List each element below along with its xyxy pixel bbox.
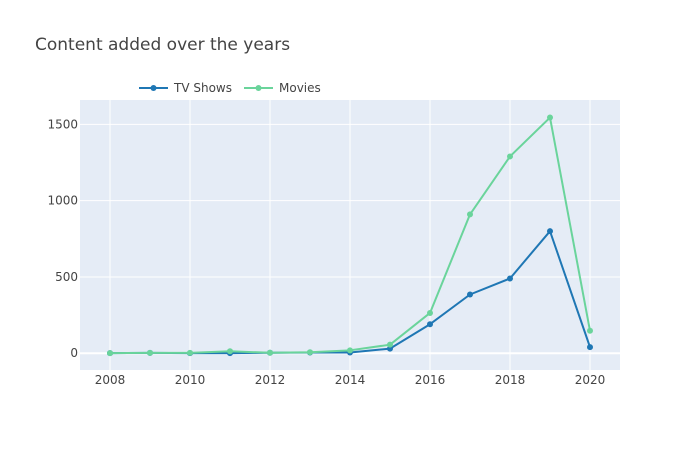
y-tick-label: 1000 (47, 194, 78, 208)
data-point-movies[interactable] (347, 347, 353, 354)
x-tick-label: 2008 (95, 373, 126, 387)
data-point-movies[interactable] (307, 349, 313, 356)
data-point-movies[interactable] (267, 349, 273, 356)
x-tick-label: 2018 (495, 373, 526, 387)
x-tick-label: 2016 (415, 373, 446, 387)
data-point-movies[interactable] (427, 309, 433, 316)
x-tick-label: 2010 (175, 373, 206, 387)
data-point-tv-shows[interactable] (547, 228, 553, 235)
data-point-movies[interactable] (547, 114, 553, 121)
data-point-tv-shows[interactable] (507, 275, 513, 282)
data-point-movies[interactable] (107, 350, 113, 357)
data-point-tv-shows[interactable] (427, 321, 433, 328)
legend-item-movies[interactable]: Movies (244, 81, 321, 95)
legend-marker-movies (255, 85, 262, 91)
y-tick-label: 0 (70, 346, 78, 360)
data-point-tv-shows[interactable] (587, 344, 593, 351)
data-point-tv-shows[interactable] (467, 291, 473, 298)
y-tick-label: 1500 (47, 117, 78, 131)
data-point-movies[interactable] (147, 349, 153, 356)
y-tick-label: 500 (55, 270, 78, 284)
x-tick-label: 2014 (335, 373, 366, 387)
legend-marker-tv-shows (150, 85, 157, 91)
chart-title: Content added over the years (35, 35, 290, 55)
series-lines (107, 114, 593, 357)
data-point-movies[interactable] (227, 348, 233, 355)
series-movies (107, 114, 593, 357)
x-tick-label: 2012 (255, 373, 286, 387)
legend: TV Shows Movies (133, 75, 326, 101)
data-point-movies[interactable] (187, 349, 193, 356)
legend-label-movies: Movies (279, 81, 321, 95)
legend-label-tv-shows: TV Shows (173, 81, 232, 95)
axis-ticks: 2008 2010 2012 2014 2016 2018 2020 0 500 1000 1500 (47, 117, 605, 387)
legend-item-tv-shows[interactable]: TV Shows (139, 81, 232, 95)
data-point-movies[interactable] (587, 327, 593, 334)
data-point-movies[interactable] (467, 211, 473, 218)
data-point-movies[interactable] (387, 341, 393, 348)
data-point-movies[interactable] (507, 153, 513, 160)
x-tick-label: 2020 (575, 373, 606, 387)
